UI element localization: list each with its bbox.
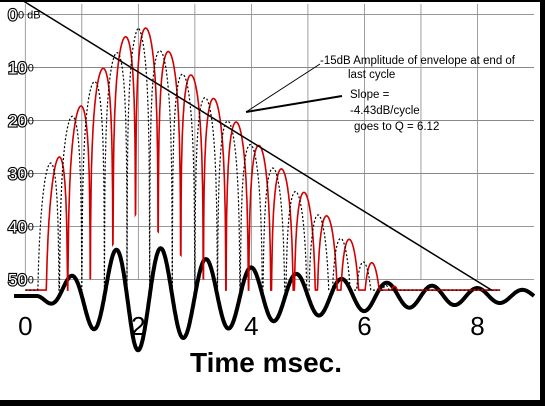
annotation-slope: Slope = -4.43dB/cycle goes to Q = 6.12 xyxy=(245,89,439,133)
x-tick-label: 2 xyxy=(131,311,145,341)
y-tick-underlay-label: -40 xyxy=(18,222,34,234)
x-tick-label: 6 xyxy=(357,311,371,341)
y-tick-overlay-label: 0 xyxy=(8,6,17,25)
annotation-line: last cycle xyxy=(348,69,395,81)
y-tick-overlay-label: 20 xyxy=(8,112,27,131)
y-tick: 0 dB0 xyxy=(7,4,41,25)
y-tick-underlay-label: -50 xyxy=(18,275,34,287)
x-tick-label: 0 xyxy=(18,311,32,341)
annotation-line: -15dB Amplitude of envelope at end of xyxy=(320,55,516,67)
annotation-envelope-end: -15dB Amplitude of envelope at end of la… xyxy=(245,55,516,113)
envelope-slope-line xyxy=(20,0,493,291)
annotation-leader-line xyxy=(245,95,343,113)
annotation-line: Slope = xyxy=(350,89,390,101)
y-tick-underlay-label: 0 dB xyxy=(18,10,41,22)
decay-series-trace xyxy=(25,26,501,291)
annotation-line: goes to Q = 6.12 xyxy=(354,121,439,133)
decay-series xyxy=(25,26,501,291)
y-tick-underlay-label: -10 xyxy=(18,63,34,75)
annotation-line: -4.43dB/cycle xyxy=(350,105,420,117)
y-tick-overlay-label: 50 xyxy=(8,271,27,290)
y-tick-overlay-label: 40 xyxy=(8,218,27,237)
time-waveform xyxy=(12,246,536,353)
x-axis-label: Time msec. xyxy=(190,347,342,378)
time-waveform-trace xyxy=(12,246,536,353)
x-tick-label: 4 xyxy=(244,311,258,341)
x-tick-label: 8 xyxy=(470,311,484,341)
annotation-leader-line xyxy=(245,63,321,113)
y-tick-underlay-label: -20 xyxy=(18,116,34,128)
y-tick-underlay-label: -30 xyxy=(18,169,34,181)
y-tick-overlay-label: 10 xyxy=(8,59,27,78)
y-tick-overlay-label: 30 xyxy=(8,165,27,184)
x-axis-ticks: 0 2 4 6 8 xyxy=(18,311,485,341)
